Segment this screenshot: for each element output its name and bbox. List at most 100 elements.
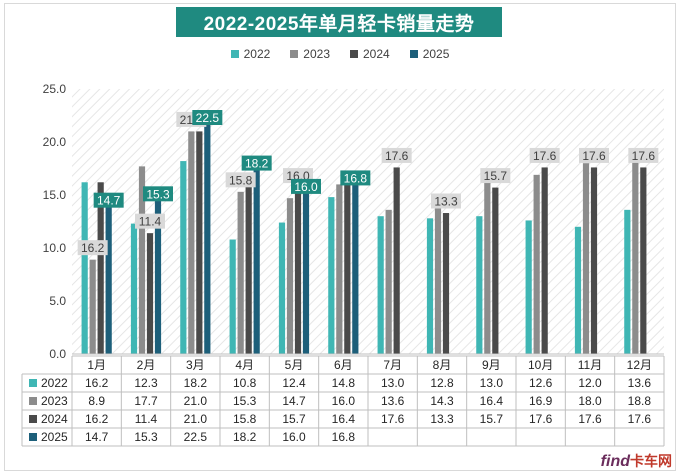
bar-2024-2 [146,233,154,354]
bar-2022-6 [328,197,335,354]
y-tick-label: 0.0 [49,347,66,361]
legend-swatch-2024 [350,50,358,58]
bar-2022-1 [81,182,88,354]
bar-2024-9 [492,187,499,354]
x-tick-label: 6月 [334,358,353,372]
table-cell-2023-10: 16.9 [529,394,553,408]
table-cell-2022-11: 12.0 [578,376,602,390]
table-cell-2023-5: 14.7 [282,394,306,408]
x-tick-label: 9月 [482,358,501,372]
legend-item-2023: 2023 [290,47,330,61]
table-cell-2022-12: 13.6 [628,376,652,390]
data-label-box-2024-2 [135,213,165,229]
data-label-box-2023-1 [77,240,108,256]
legend-label-2024: 2024 [363,47,390,61]
bar-2023-12 [632,154,639,354]
table-cell-2024-6: 16.4 [332,412,356,426]
table-cell-2025-4: 18.2 [233,430,257,444]
bar-2024-5 [294,187,302,354]
bar-2025-6 [352,175,359,354]
legend-item-2025: 2025 [409,47,450,61]
legend-label-2023: 2023 [303,47,330,61]
bar-2023-5 [286,198,294,354]
data-label-2024-11: 17.6 [582,149,606,163]
data-label-2023-4: 15.8 [229,173,253,187]
table-cell-2023-2: 17.7 [134,394,158,408]
bar-2022-3 [180,161,187,354]
data-label-box-2024-8 [431,193,461,209]
table-cell-2024-4: 15.8 [233,412,257,426]
y-tick-label: 25.0 [43,82,67,96]
data-label-box-2025-6 [340,170,371,186]
table-cell-2025-2: 15.3 [134,430,158,444]
table-cell-2023-4: 15.3 [233,394,257,408]
table-cell-2024-9: 15.7 [480,412,504,426]
bar-2024-12 [640,167,647,354]
table-cell-2023-8: 14.3 [430,394,454,408]
bar-2025-3 [204,115,211,354]
table-legend-swatch-2025 [29,433,37,441]
data-label-box-2025-2 [143,186,173,202]
legend-item-2024: 2024 [350,47,390,61]
table-cell-2022-1: 16.2 [85,376,109,390]
bar-2025-1 [105,198,112,354]
table-cell-2023-1: 8.9 [88,394,105,408]
table-row-label-2025: 2025 [41,430,68,444]
bar-2024-10 [541,167,548,354]
table-cell-2022-7: 13.0 [381,376,405,390]
data-label-box-2025-3 [192,110,223,125]
table-cell-2022-6: 14.8 [332,376,356,390]
x-tick-label: 12月 [627,358,652,372]
legend-label-2022: 2022 [243,47,271,61]
bar-2024-4 [245,186,252,354]
table-cell-2023-3: 21.0 [184,394,208,408]
bar-2022-12 [624,209,631,354]
data-label-box-2024-9 [480,168,511,184]
y-tick-label: 20.0 [43,135,67,149]
y-tick-label: 10.0 [43,241,67,255]
watermark-brand: find [600,453,630,470]
watermark-cn: 卡车网 [630,453,672,469]
bar-2022-10 [525,220,532,354]
table-cell-2022-8: 12.8 [430,376,454,390]
table-cell-2025-3: 22.5 [184,430,208,444]
bar-2022-9 [476,216,483,354]
x-tick-label: 5月 [285,358,304,372]
bar-2024-1 [97,182,104,354]
x-tick-label: 11月 [578,358,602,372]
data-label-2025-3: 22.5 [196,111,220,125]
table-cell-2023-7: 13.6 [381,394,405,408]
table-legend-swatch-2022 [29,379,37,387]
bar-2022-8 [426,218,434,354]
bar-2024-3 [196,131,203,354]
table-cell-2024-11: 17.6 [578,412,602,426]
bar-2023-1 [89,259,96,354]
watermark-logo: find卡车网 [601,451,672,471]
table-cell-2025-6: 16.8 [332,430,356,444]
table-cell-2022-2: 12.3 [134,376,158,390]
bar-2022-7 [377,216,384,354]
data-label-2025-5: 16.0 [294,180,318,194]
data-label-2025-6: 16.8 [344,171,368,185]
table-cell-2022-4: 10.8 [233,376,257,390]
bar-2023-8 [434,202,442,354]
table-cell-2024-7: 17.6 [381,412,405,426]
chart-legend: 2022 2023 2024 2025 [0,47,680,61]
data-label-2023-1: 16.2 [81,241,105,255]
legend-label-2025: 2025 [422,47,450,61]
legend-swatch-2025 [409,50,418,58]
bar-2025-4 [253,161,260,354]
bar-2023-3 [188,131,195,354]
data-label-2024-12: 17.6 [632,149,656,163]
table-cell-2022-5: 12.4 [282,376,306,390]
plot-background [72,89,664,354]
bar-2023-7 [385,209,392,354]
bar-2023-6 [336,184,343,354]
bar-2025-2 [154,191,162,354]
data-label-2025-2: 15.3 [146,187,170,201]
x-tick-label: 10月 [528,358,553,372]
legend-item-2022: 2022 [230,47,271,61]
data-label-2024-10: 17.6 [533,149,557,163]
table-cell-2025-5: 16.0 [282,430,306,444]
table-cell-2023-6: 16.0 [332,394,356,408]
